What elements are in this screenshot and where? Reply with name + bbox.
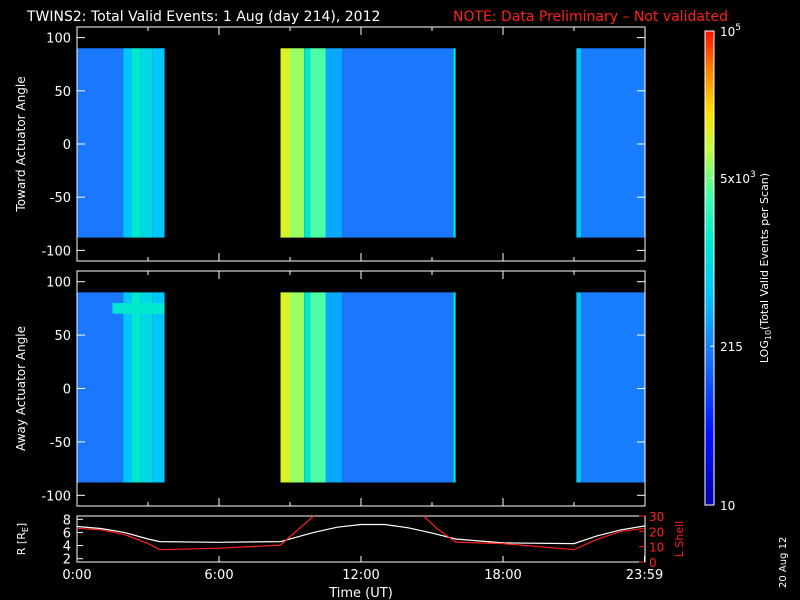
colorbar-tick-base: 10 xyxy=(720,499,735,513)
toward-heatmap-cell-8 xyxy=(310,48,326,238)
colorbar-tick-label-0: 105 xyxy=(720,23,741,39)
away-heatmap-cell-13 xyxy=(581,292,645,483)
away-top-band xyxy=(112,303,165,314)
radius-line-0 xyxy=(76,523,646,545)
away-heatmap-cell-1 xyxy=(123,292,132,483)
away-heatmap-cell-12 xyxy=(576,292,582,483)
toward-heatmap-cell-9 xyxy=(325,48,343,238)
away-heatmap-cell-10 xyxy=(342,292,454,483)
toward-heatmap-cell-11 xyxy=(453,48,456,238)
orbit-xtick-label-4: 23:59 xyxy=(626,568,663,583)
away-heatmap-cell-8 xyxy=(310,292,326,483)
toward-panel: 100 50 0 -50 -100 Toward Actuator Angle xyxy=(14,26,646,262)
away-ytick-label-50: 50 xyxy=(54,329,71,344)
away-heatmap-cell-5 xyxy=(280,292,290,483)
orbit-y2tick-label-30: 30 xyxy=(649,510,664,524)
orbit-ylabel-sub: E xyxy=(21,527,30,532)
orbit-frame xyxy=(76,515,646,563)
away-heatmap-cell-6 xyxy=(290,292,305,483)
toward-ytick-label--50: -50 xyxy=(50,191,71,206)
colorbar-tick-label-1: 5x103 xyxy=(720,170,756,186)
orbit-xtick-label-1: 6:00 xyxy=(204,568,233,583)
date-stamp: 20 Aug 12 xyxy=(778,537,789,588)
orbit-xtick-label-3: 18:00 xyxy=(484,568,521,583)
colorbar-label: LOG10(Total Valid Events per Scan) xyxy=(758,173,773,363)
colorbar-tick-base: 215 xyxy=(720,340,743,354)
away-ytick-label-0: 0 xyxy=(63,383,71,398)
orbit-xlabel: Time (UT) xyxy=(328,586,393,600)
away-heatmap-cell-2 xyxy=(131,292,141,483)
colorbar-gradient xyxy=(704,30,715,506)
toward-ytick-label-50: 50 xyxy=(54,85,71,100)
toward-heatmap-cell-13 xyxy=(581,48,645,238)
orbit-y2label: L Shell xyxy=(673,521,686,557)
toward-heatmap-cell-2 xyxy=(131,48,141,238)
orbit-y2tick-label-0: 0 xyxy=(649,556,657,570)
toward-heatmap-cell-10 xyxy=(342,48,454,238)
orbit-ylabel: R [RE] xyxy=(15,523,30,555)
orbit-xtick-label-2: 12:00 xyxy=(342,568,379,583)
orbit-ytick-label-2: 2 xyxy=(63,553,71,568)
toward-heatmap-cell-0 xyxy=(77,48,124,238)
toward-ytick-label--100: -100 xyxy=(41,244,71,259)
away-heatmap-cell-9 xyxy=(325,292,343,483)
orbit-xtick-label-0: 0:00 xyxy=(62,568,91,583)
toward-heatmap-cell-3 xyxy=(140,48,153,238)
toward-heatmap-cell-5 xyxy=(280,48,290,238)
orbit-ytick-label-8: 8 xyxy=(63,513,71,528)
away-panel: 100 50 0 -50 -100 Away Actuator Angle xyxy=(14,270,646,507)
colorbar-tick-base: 10 xyxy=(720,25,735,39)
orbit-ytick-label-4: 4 xyxy=(63,540,71,555)
orbit-ylabel-close: ] xyxy=(15,523,28,527)
lshell-line-1 xyxy=(423,515,646,551)
colorbar-tick-exponent: 5 xyxy=(735,23,741,33)
colorbar-tick-exponent: 3 xyxy=(750,170,756,180)
orbit-ytick-label-6: 6 xyxy=(63,526,71,541)
colorbar-tick-label-2: 215 xyxy=(720,340,743,354)
away-heatmap-cell-3 xyxy=(140,292,153,483)
colorbar-label-main: LOG xyxy=(758,340,771,363)
orbit-ylabel-main: R [R xyxy=(15,532,28,555)
colorbar-label-sub: 10 xyxy=(764,330,773,340)
toward-heatmap-cell-6 xyxy=(290,48,305,238)
colorbar-label-rest: (Total Valid Events per Scan) xyxy=(758,173,771,330)
colorbar-tick-label-3: 10 xyxy=(720,499,735,513)
toward-ytick-label-100: 100 xyxy=(46,32,71,47)
toward-heatmap-cell-1 xyxy=(123,48,132,238)
toward-ytick-label-0: 0 xyxy=(63,138,71,153)
away-ylabel: Away Actuator Angle xyxy=(14,326,28,451)
preliminary-note: NOTE: Data Preliminary – Not validated xyxy=(453,9,728,25)
toward-heatmap-cell-4 xyxy=(152,48,165,238)
orbit-y2tick-label-10: 10 xyxy=(649,541,664,555)
away-ytick-label--50: -50 xyxy=(50,436,71,451)
away-heatmap-cell-4 xyxy=(152,292,165,483)
toward-heatmap-cell-12 xyxy=(576,48,582,238)
toward-heatmap-cell-7 xyxy=(304,48,311,238)
lshell-line-0 xyxy=(76,515,315,551)
away-ytick-label-100: 100 xyxy=(46,276,71,291)
figure-title: TWINS2: Total Valid Events: 1 Aug (day 2… xyxy=(26,9,380,25)
colorbar-tick-base: 5x10 xyxy=(720,172,750,186)
away-ytick-label--100: -100 xyxy=(41,489,71,504)
toward-ylabel: Toward Actuator Angle xyxy=(14,76,28,212)
orbit-y2tick-label-20: 20 xyxy=(649,525,664,539)
away-heatmap-cell-0 xyxy=(77,292,124,483)
away-heatmap-cell-11 xyxy=(453,292,456,483)
away-heatmap-cell-7 xyxy=(304,292,311,483)
